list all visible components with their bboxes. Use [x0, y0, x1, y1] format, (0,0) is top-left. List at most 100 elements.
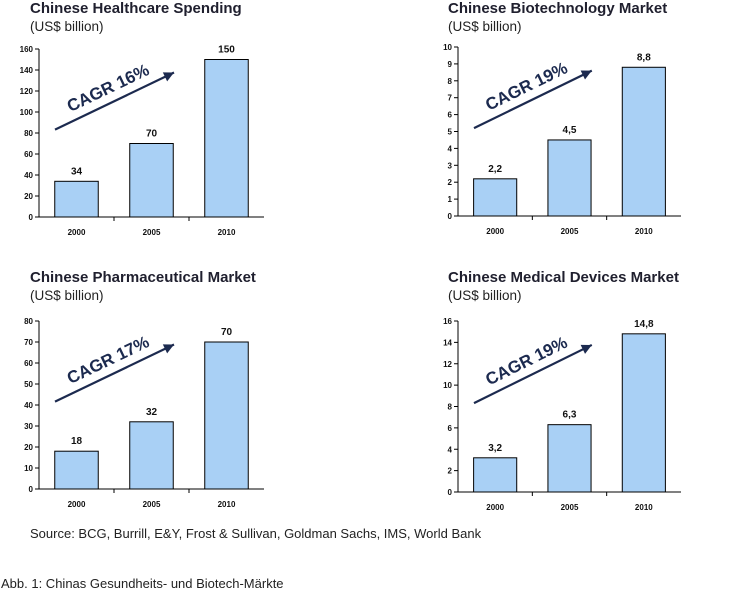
- chart-subtitle: (US$ billion): [448, 19, 522, 34]
- chart-subtitle: (US$ billion): [448, 288, 522, 303]
- x-tick-label: 2010: [635, 227, 653, 236]
- chart-pharma: 01020304050607080182000322005702010CAGR …: [24, 317, 264, 509]
- y-tick-label: 40: [24, 401, 33, 410]
- y-tick-label: 160: [20, 45, 34, 54]
- chart-healthcare: 0 20 40 60 80 100 120 140 160 34 2000 70 2005 150 2010…: [20, 45, 264, 237]
- data-label: 70: [221, 327, 233, 338]
- chart-devices: 02468101214163,220006,3200514,82010CAGR …: [443, 317, 681, 512]
- trend-arrow: [54, 71, 175, 131]
- y-tick-label: 1: [448, 195, 453, 204]
- y-tick-label: 6: [448, 424, 453, 433]
- bar-2005: [129, 143, 174, 218]
- y-tick-label: 2: [448, 467, 453, 476]
- arrow-head-icon: [580, 70, 592, 80]
- chart-title: Chinese Healthcare Spending: [30, 0, 242, 17]
- x-tick-label: 2005: [561, 227, 579, 236]
- source-note: Source: BCG, Burrill, E&Y, Frost & Sulli…: [30, 526, 482, 541]
- y-tick-label: 0: [29, 213, 34, 222]
- bar-2010: [621, 333, 666, 493]
- trend-arrow: [473, 343, 593, 405]
- trend-arrow: [473, 69, 593, 130]
- y-tick-label: 0: [448, 212, 453, 221]
- data-label: 18: [71, 436, 83, 447]
- y-tick-label: 120: [20, 87, 34, 96]
- data-label: 8,8: [637, 52, 651, 63]
- bar-2005: [129, 421, 174, 490]
- y-tick-label: 14: [443, 338, 452, 347]
- chart-subtitle: (US$ billion): [30, 288, 104, 303]
- data-label: 14,8: [634, 319, 654, 330]
- y-tick-label: 8: [448, 403, 453, 412]
- chart-subtitle: (US$ billion): [30, 19, 104, 34]
- y-tick-label: 50: [24, 380, 33, 389]
- data-label: 3,2: [488, 443, 502, 454]
- y-tick-label: 10: [443, 43, 452, 52]
- bar-2000: [54, 180, 99, 218]
- x-tick-label: 2010: [218, 228, 236, 237]
- y-tick-label: 60: [24, 150, 33, 159]
- y-tick-label: 4: [448, 445, 453, 454]
- y-tick-label: 30: [24, 422, 33, 431]
- chart-title: Chinese Pharmaceutical Market: [30, 269, 256, 286]
- y-tick-label: 16: [443, 317, 452, 326]
- y-tick-label: 9: [448, 60, 453, 69]
- arrow-head-icon: [162, 72, 174, 82]
- chart-title: Chinese Medical Devices Market: [448, 269, 679, 286]
- y-tick-label: 10: [443, 381, 452, 390]
- y-tick-label: 60: [24, 359, 33, 368]
- y-tick-label: 0: [29, 485, 34, 494]
- y-tick-label: 3: [448, 161, 453, 170]
- x-tick-label: 2010: [635, 503, 653, 512]
- y-tick-label: 12: [443, 360, 452, 369]
- bar-2010: [621, 66, 666, 217]
- y-tick-label: 20: [24, 192, 33, 201]
- y-tick-label: 80: [24, 129, 33, 138]
- y-tick-label: 140: [20, 66, 34, 75]
- bar-2000: [473, 178, 518, 217]
- y-tick-label: 5: [448, 128, 453, 137]
- x-tick-label: 2005: [143, 500, 161, 509]
- y-tick-label: 10: [24, 464, 33, 473]
- y-tick-label: 7: [448, 94, 453, 103]
- chart-panel-biotech: Chinese Biotechnology Market (US$ billio…: [443, 0, 736, 250]
- data-label: 2,2: [488, 164, 502, 175]
- figure-caption: Abb. 1: Chinas Gesundheits- und Biotech-…: [1, 576, 284, 591]
- bar-2000: [473, 457, 518, 493]
- y-tick-label: 80: [24, 317, 33, 326]
- chart-panel-healthcare: Chinese Healthcare Spending (US$ billion…: [20, 0, 330, 250]
- data-label: 6,3: [563, 410, 577, 421]
- x-tick-label: 2005: [561, 503, 579, 512]
- y-tick-label: 8: [448, 77, 453, 86]
- bar-2005: [547, 139, 592, 217]
- x-tick-label: 2000: [486, 503, 504, 512]
- x-tick-label: 2000: [68, 228, 86, 237]
- bar-2000: [54, 450, 99, 490]
- y-tick-label: 2: [448, 178, 453, 187]
- arrow-head-icon: [162, 344, 174, 354]
- x-tick-label: 2000: [68, 500, 86, 509]
- y-tick-label: 4: [448, 144, 453, 153]
- y-tick-label: 0: [448, 488, 453, 497]
- bar-2010: [204, 341, 249, 490]
- y-tick-label: 100: [20, 108, 34, 117]
- y-tick-label: 20: [24, 443, 33, 452]
- chart-panel-pharma: Chinese Pharmaceutical Market (US$ billi…: [24, 269, 330, 519]
- data-label: 4,5: [563, 125, 577, 136]
- bar-2010: [204, 59, 249, 218]
- y-tick-label: 40: [24, 171, 33, 180]
- bar-2005: [547, 424, 592, 493]
- arrow-head-icon: [580, 344, 592, 354]
- x-tick-label: 2000: [486, 227, 504, 236]
- chart-panel-devices: Chinese Medical Devices Market (US$ bill…: [443, 269, 736, 519]
- data-label: 150: [218, 45, 235, 56]
- trend-arrow: [54, 343, 175, 403]
- chart-title: Chinese Biotechnology Market: [448, 0, 668, 17]
- y-tick-label: 6: [448, 111, 453, 120]
- data-label: 32: [146, 407, 158, 418]
- x-tick-label: 2005: [143, 228, 161, 237]
- x-tick-label: 2010: [218, 500, 236, 509]
- data-label: 70: [146, 129, 158, 140]
- data-label: 34: [71, 166, 83, 177]
- y-tick-label: 70: [24, 338, 33, 347]
